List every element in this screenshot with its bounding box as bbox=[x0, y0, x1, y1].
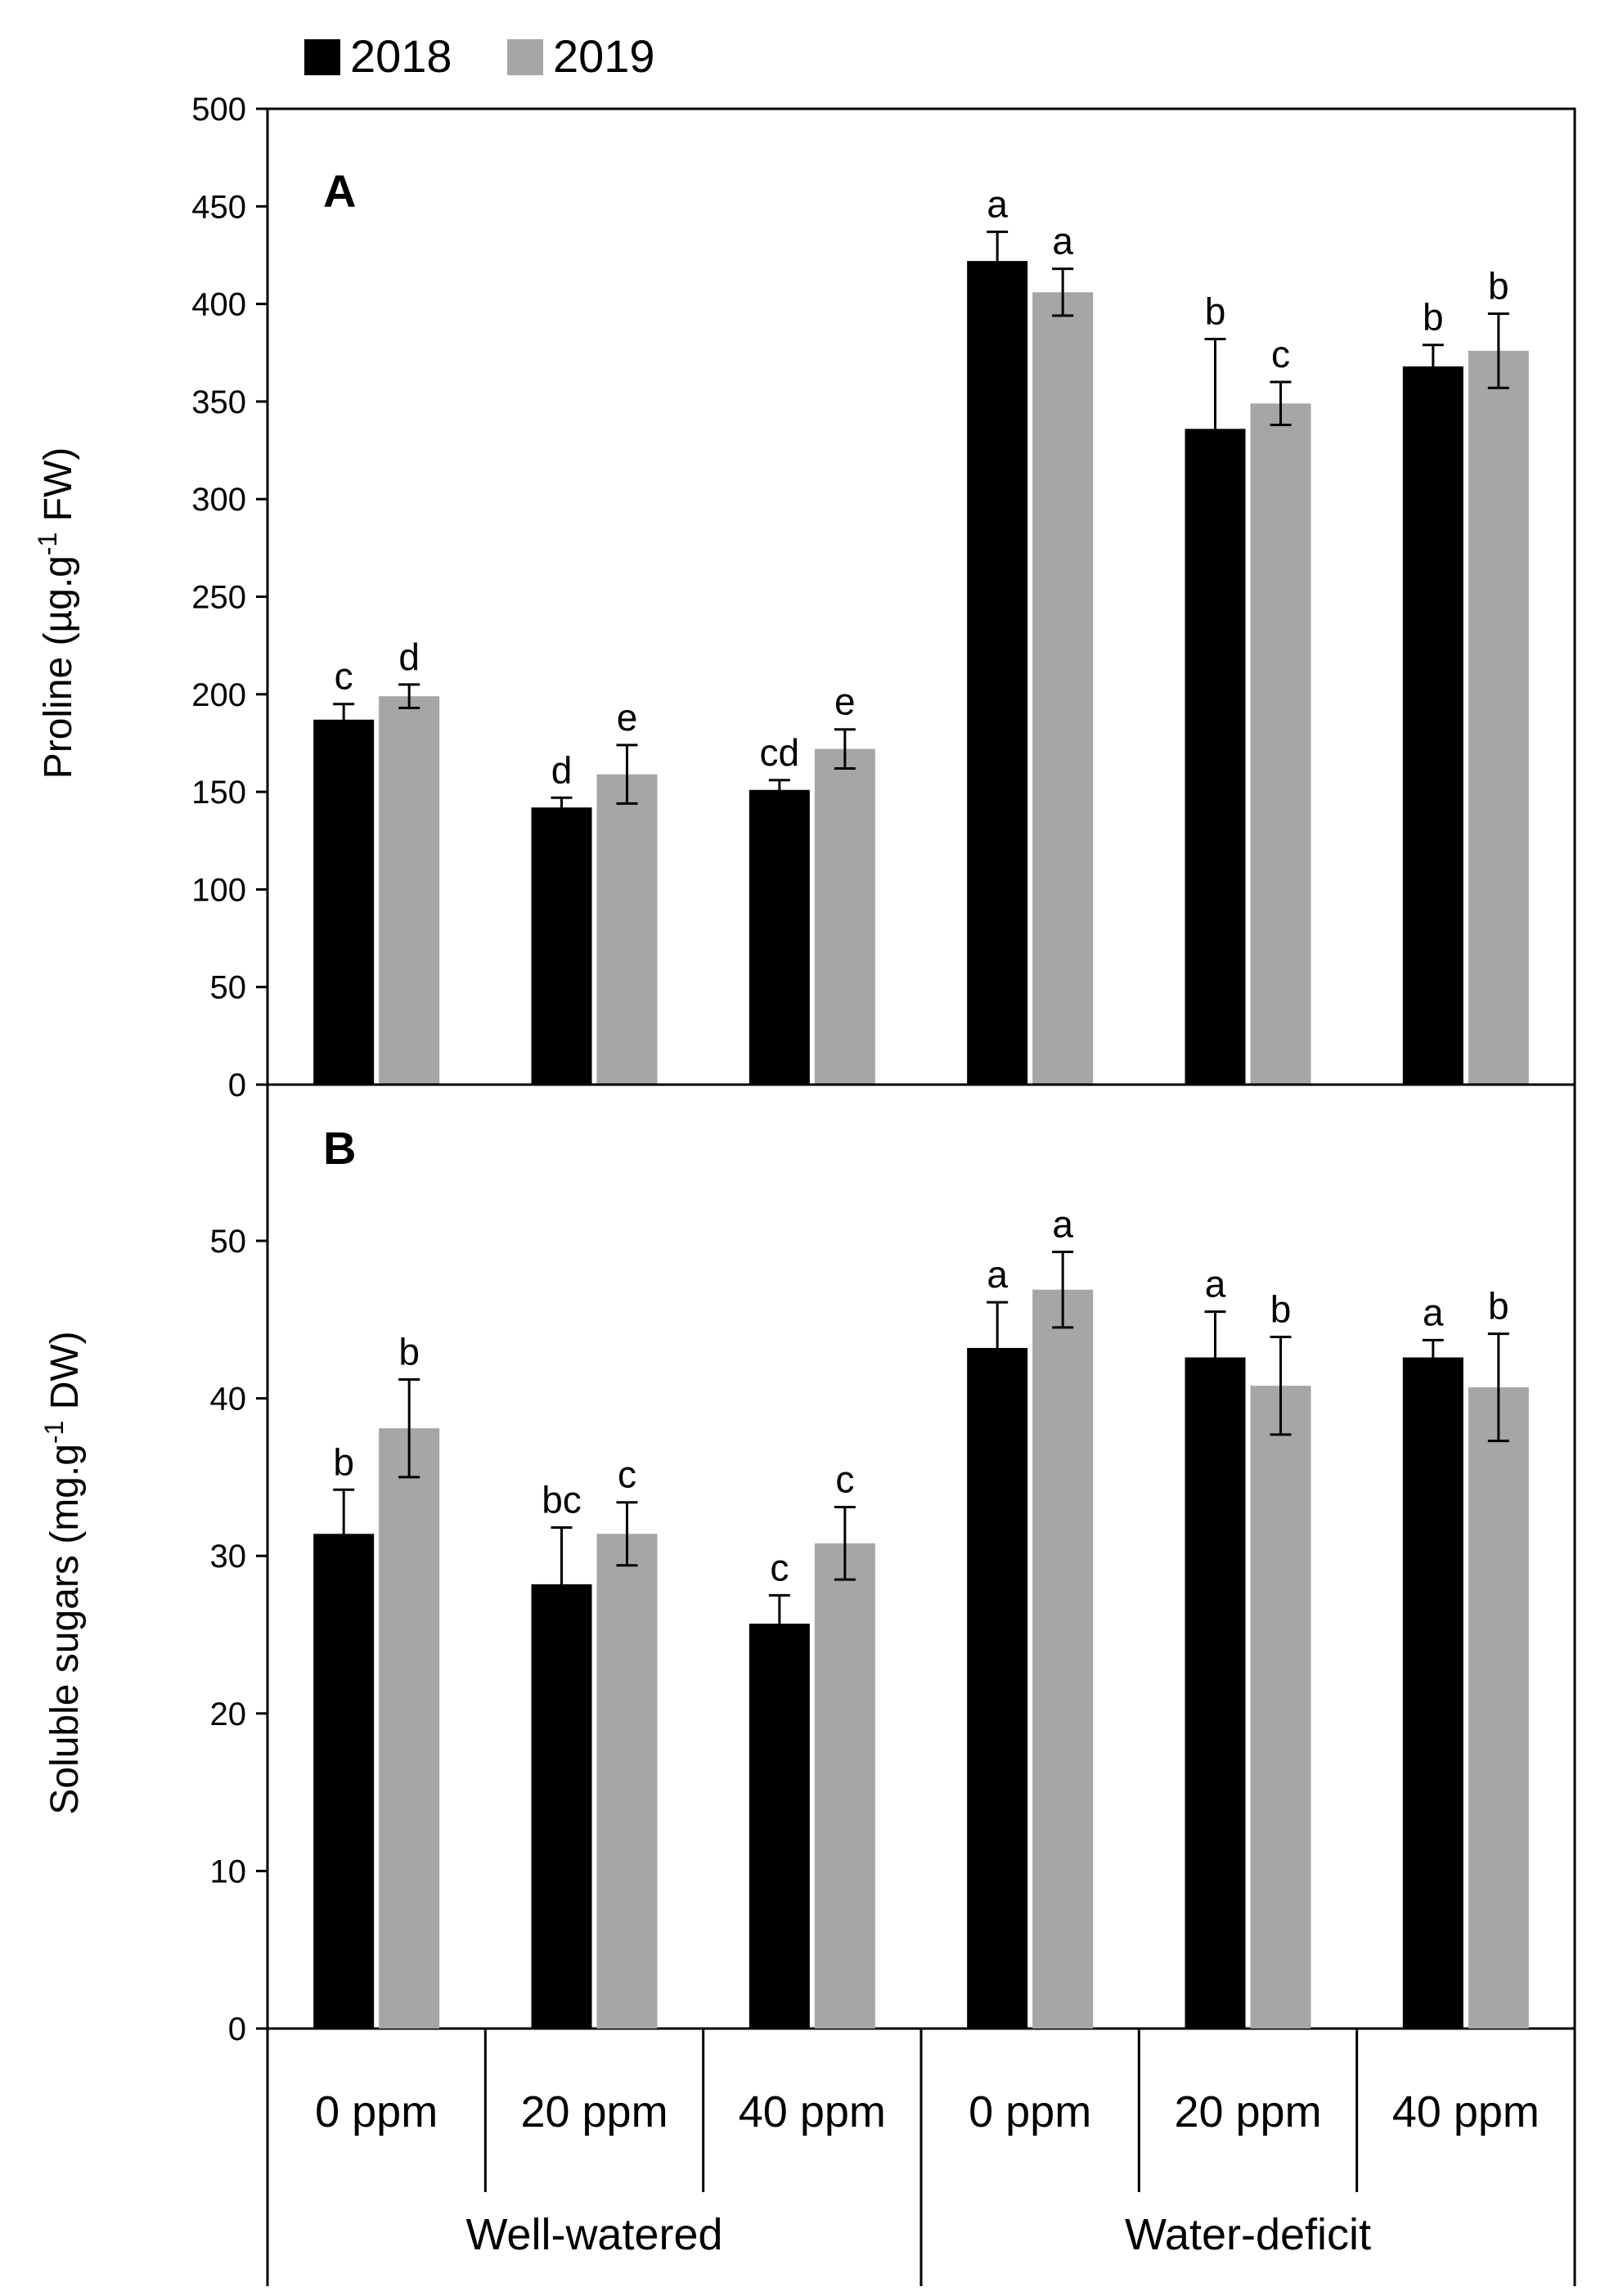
bar-2019 bbox=[1032, 292, 1094, 1085]
y-tick-label: 0 bbox=[228, 1067, 246, 1103]
y-tick-label: 450 bbox=[191, 189, 246, 225]
y-tick-label: 0 bbox=[228, 2011, 246, 2047]
x-category-axis: 0 ppm 20 ppm 40 ppm 0 ppm 20 ppm 40 ppm Well-w… bbox=[266, 2029, 1576, 2286]
significance-letter: b bbox=[333, 1440, 354, 1483]
bar-2019 bbox=[379, 696, 440, 1085]
plot-frame bbox=[266, 1083, 1576, 2030]
significance-letter: d bbox=[398, 636, 420, 678]
plot-frame bbox=[266, 107, 1576, 1086]
y-tick-label: 50 bbox=[210, 1224, 247, 1260]
y-axis-title: Soluble sugars (mg.g-1 DW) bbox=[39, 1331, 87, 1814]
significance-letter: b bbox=[1205, 290, 1226, 333]
significance-letter: c bbox=[1271, 333, 1290, 375]
bar-2019 bbox=[596, 774, 658, 1085]
y-axis-title-end: FW) bbox=[37, 447, 80, 532]
bar-2019 bbox=[596, 1534, 658, 2029]
significance-letter: b bbox=[1423, 296, 1444, 339]
significance-letter: c bbox=[618, 1454, 636, 1496]
significance-letter: bc bbox=[542, 1479, 582, 1521]
y-tick-label: 500 bbox=[191, 92, 246, 128]
bar-2018 bbox=[531, 1584, 592, 2029]
bar-2018 bbox=[531, 807, 592, 1085]
y-tick-label: 200 bbox=[191, 677, 246, 713]
x-level-label: 40 ppm bbox=[739, 2087, 886, 2136]
x-level-label: 20 ppm bbox=[1174, 2087, 1321, 2136]
legend-swatch-2018 bbox=[304, 39, 340, 75]
y-tick-label: 400 bbox=[191, 287, 246, 323]
x-level-label: 0 ppm bbox=[969, 2087, 1091, 2136]
significance-letter: c bbox=[335, 655, 353, 698]
y-tick-label: 40 bbox=[210, 1382, 247, 1418]
significance-letter: b bbox=[1270, 1287, 1292, 1330]
significance-letter: cd bbox=[760, 731, 800, 774]
y-axis-title-end: DW) bbox=[43, 1331, 87, 1420]
y-tick-label: 100 bbox=[191, 872, 246, 908]
y-tick-label: 50 bbox=[210, 970, 247, 1006]
x-group-label: Well-watered bbox=[465, 2210, 722, 2259]
bar-2018 bbox=[967, 261, 1028, 1085]
significance-letter: a bbox=[1423, 1291, 1444, 1333]
panel-letter: A bbox=[323, 165, 356, 217]
y-axis-title-sup: -1 bbox=[33, 532, 62, 555]
significance-letter: d bbox=[551, 748, 573, 791]
x-level-label: 0 ppm bbox=[315, 2087, 438, 2136]
bar-2018 bbox=[313, 719, 375, 1085]
y-tick-label: 250 bbox=[191, 580, 246, 616]
significance-letter: c bbox=[835, 1458, 854, 1500]
significance-letter: a bbox=[1052, 220, 1073, 263]
bar-2019 bbox=[1468, 1387, 1529, 2029]
significance-letter: a bbox=[1205, 1263, 1226, 1305]
legend-swatch-2019 bbox=[507, 39, 543, 75]
x-level-label: 20 ppm bbox=[520, 2087, 668, 2136]
bar-2018 bbox=[967, 1347, 1028, 2029]
bar-2018 bbox=[749, 1624, 810, 2029]
significance-letter: c bbox=[770, 1546, 789, 1588]
bar-2019 bbox=[1032, 1289, 1094, 2029]
bar-2019 bbox=[1468, 350, 1529, 1085]
bar-2019 bbox=[1250, 403, 1311, 1085]
y-tick-label: 350 bbox=[191, 384, 246, 420]
significance-letter: e bbox=[834, 681, 856, 723]
bar-2019 bbox=[1250, 1386, 1311, 2029]
y-axis-title: Proline (µg.g-1 FW) bbox=[33, 447, 80, 780]
x-level-label: 40 ppm bbox=[1392, 2087, 1540, 2136]
legend-label-2019: 2019 bbox=[553, 30, 655, 82]
significance-letter: b bbox=[1488, 265, 1509, 308]
legend-label-2018: 2018 bbox=[350, 30, 452, 82]
y-tick-label: 20 bbox=[210, 1696, 247, 1732]
bar-2018 bbox=[1402, 1357, 1463, 2029]
y-tick-label: 10 bbox=[210, 1853, 247, 1889]
significance-letter: b bbox=[398, 1330, 420, 1373]
significance-letter: a bbox=[1052, 1202, 1073, 1245]
bar-2019 bbox=[379, 1428, 440, 2029]
bar-2018 bbox=[749, 789, 810, 1085]
panel-b: 0 10 20 30 40 50 Soluble sugars (mg.g-1 DW) Bb b… bbox=[39, 1083, 1576, 2047]
significance-letter: e bbox=[617, 696, 638, 739]
panel-a: 0 50 100 150 200 250 300 350 400 450 500 Proline (µ… bbox=[33, 92, 1576, 1103]
bar-2019 bbox=[814, 1543, 875, 2029]
y-axis-title-main: Soluble sugars (mg.g bbox=[43, 1444, 87, 1815]
panel-letter: B bbox=[323, 1122, 356, 1174]
bar-2018 bbox=[313, 1534, 375, 2029]
bar-2019 bbox=[814, 748, 875, 1085]
significance-letter: a bbox=[987, 1253, 1008, 1296]
y-tick-label: 30 bbox=[210, 1539, 247, 1575]
y-axis-title-sup: -1 bbox=[39, 1421, 69, 1444]
significance-letter: b bbox=[1488, 1285, 1509, 1328]
y-tick-label: 150 bbox=[191, 775, 246, 811]
x-group-label: Water-deficit bbox=[1125, 2210, 1371, 2259]
bar-2018 bbox=[1185, 1357, 1246, 2029]
significance-letter: a bbox=[987, 182, 1008, 225]
bar-2018 bbox=[1185, 429, 1246, 1085]
bar-2018 bbox=[1402, 366, 1463, 1085]
y-axis-title-main: Proline (µg.g bbox=[37, 555, 80, 779]
legend: 2018 2019 bbox=[304, 30, 655, 82]
y-tick-label: 300 bbox=[191, 482, 246, 518]
